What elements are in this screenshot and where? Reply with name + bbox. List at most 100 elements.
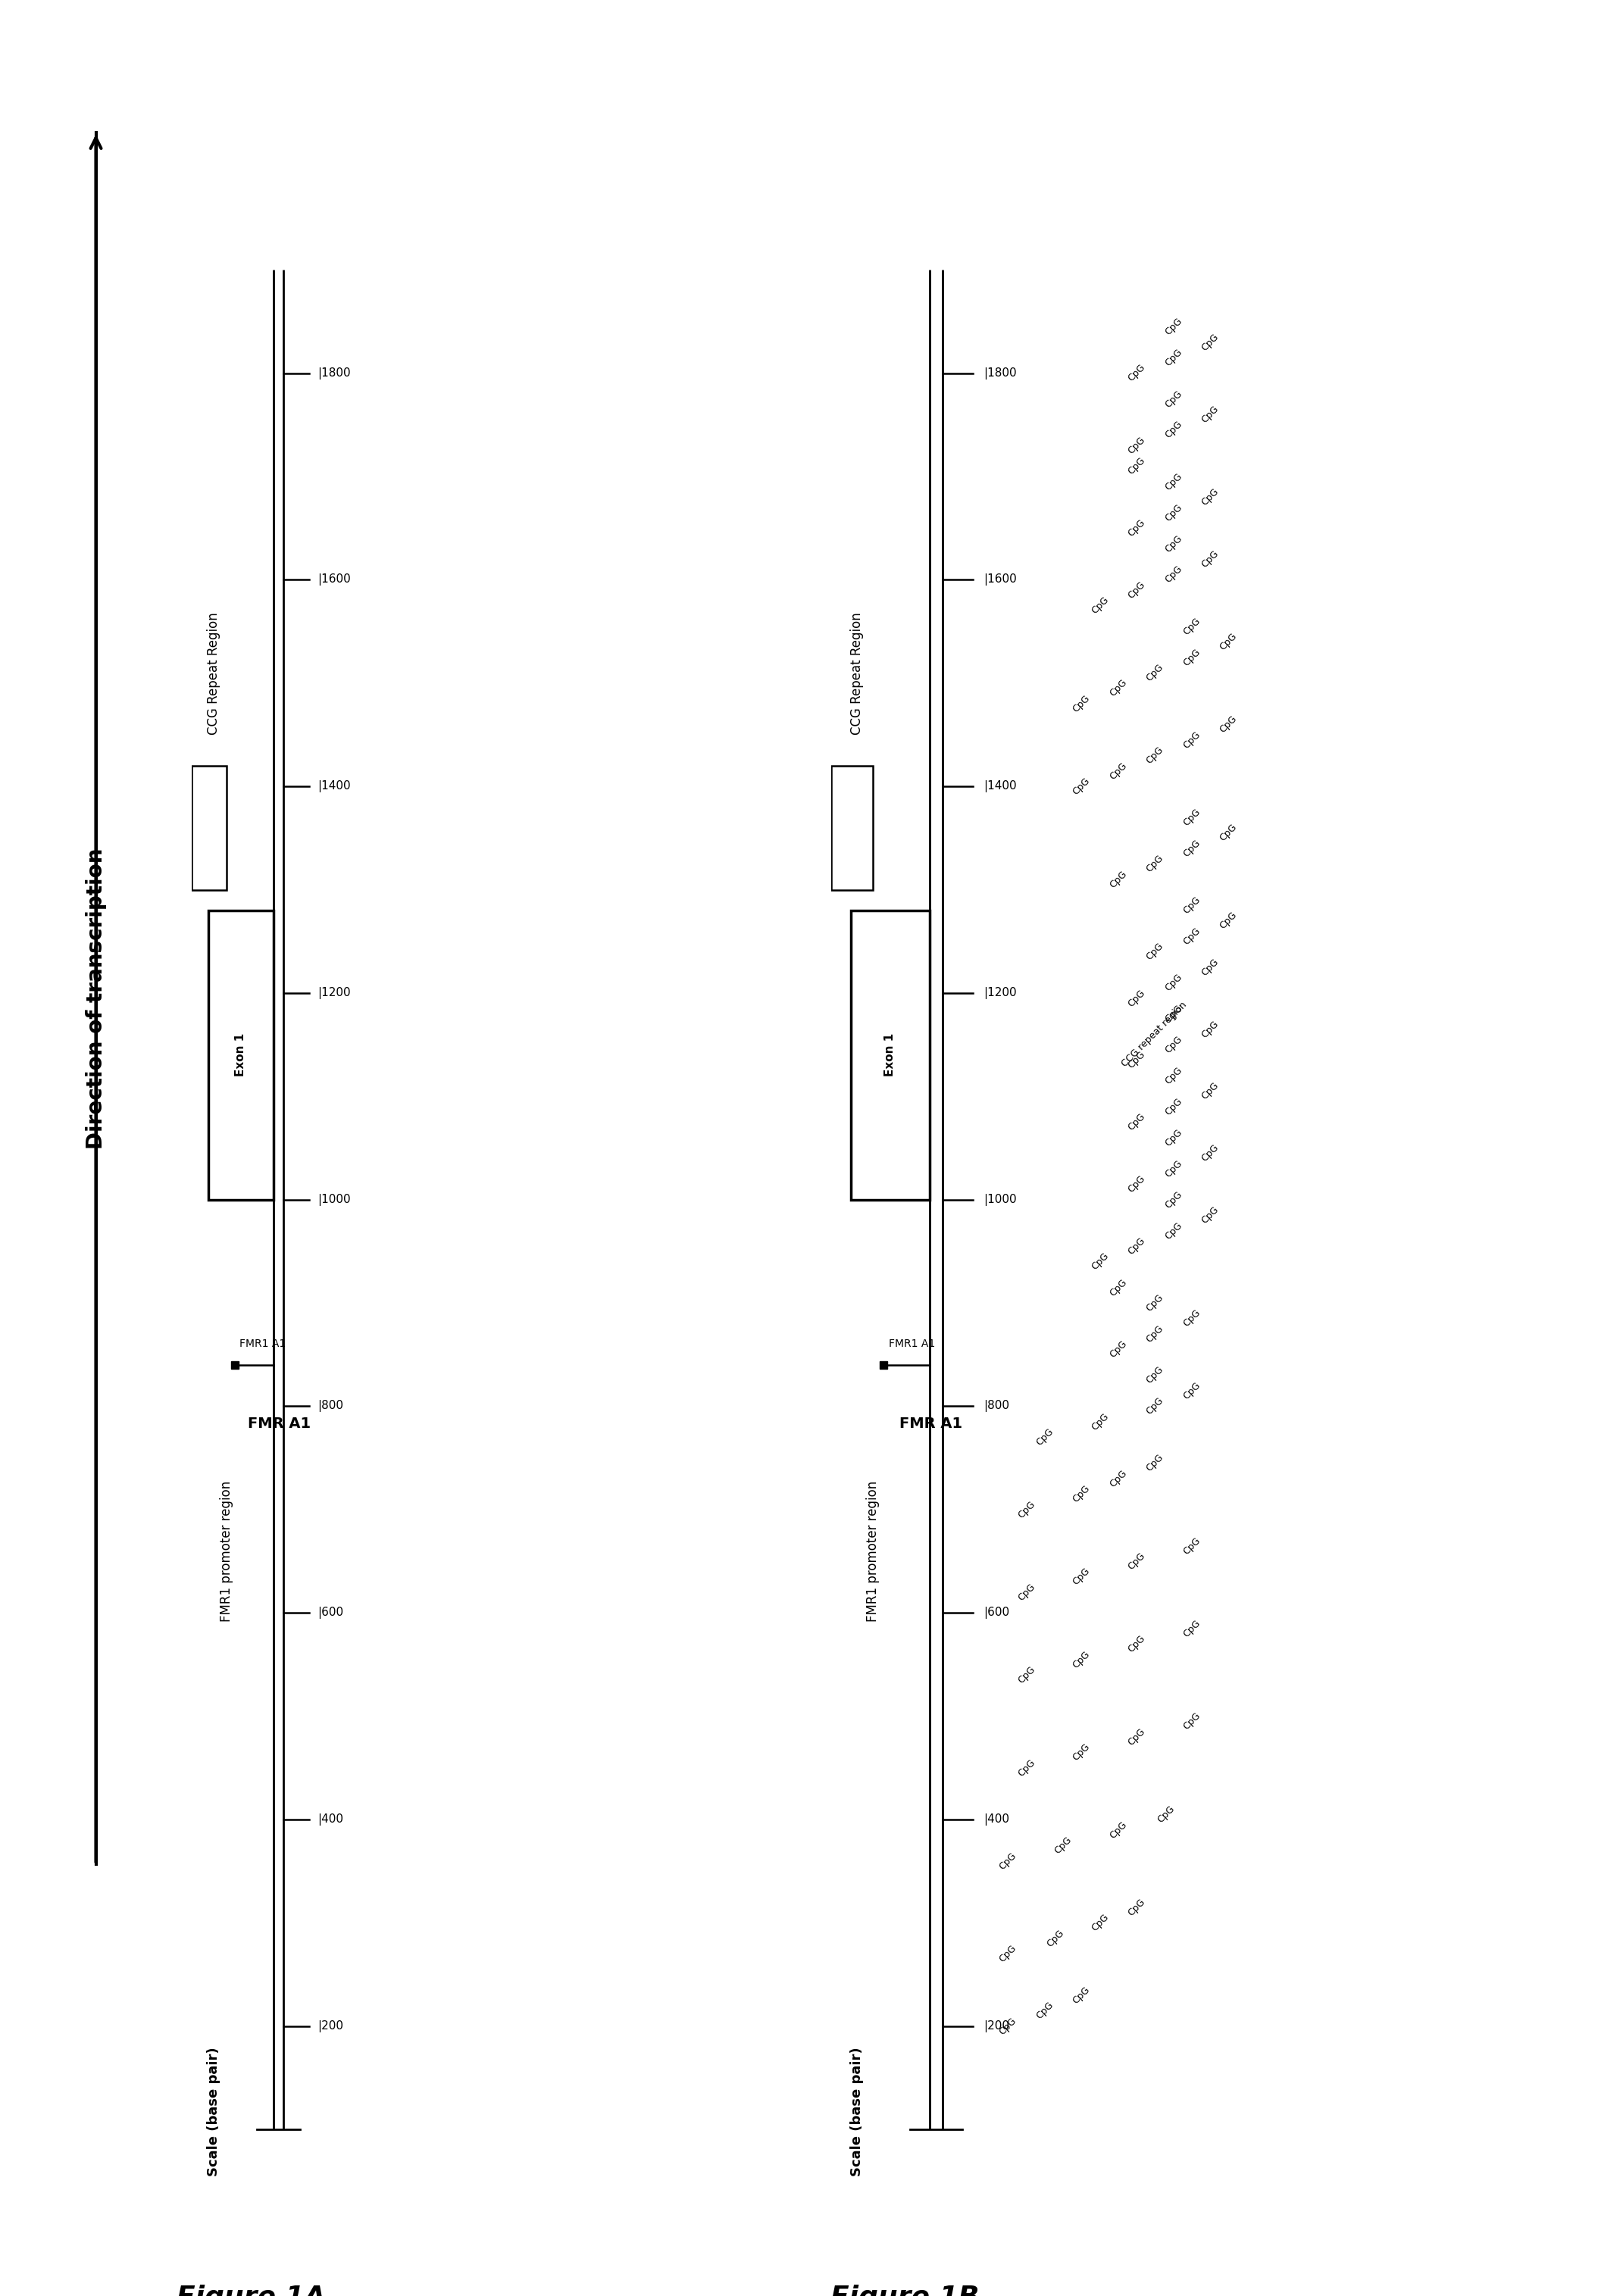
Text: CCG Repeat Region: CCG Repeat Region: [850, 613, 865, 735]
Text: CpG: CpG: [1218, 631, 1238, 652]
Text: CpG: CpG: [1144, 1396, 1165, 1417]
Text: CpG: CpG: [1163, 1219, 1184, 1242]
Text: CpG: CpG: [997, 1942, 1018, 1965]
Text: CpG: CpG: [1127, 363, 1147, 383]
Text: CpG: CpG: [1181, 730, 1202, 751]
Text: CpG: CpG: [1181, 1711, 1202, 1731]
Text: CpG: CpG: [1127, 579, 1147, 602]
Text: FMR A1: FMR A1: [900, 1417, 962, 1430]
Text: CpG: CpG: [1071, 1743, 1091, 1763]
Text: |1000: |1000: [318, 1194, 350, 1205]
Text: |1800: |1800: [983, 367, 1016, 379]
Text: CpG: CpG: [1127, 1896, 1147, 1917]
Text: CpG: CpG: [1163, 565, 1184, 585]
Text: CpG: CpG: [1200, 549, 1221, 569]
Text: Scale (base pair): Scale (base pair): [206, 2048, 221, 2177]
Text: CpG: CpG: [1163, 1065, 1184, 1086]
Text: CpG: CpG: [1107, 1339, 1128, 1359]
Text: |200: |200: [983, 2020, 1008, 2032]
Text: CpG: CpG: [1127, 1173, 1147, 1194]
Text: CpG: CpG: [1181, 615, 1202, 636]
Text: CpG: CpG: [1163, 317, 1184, 338]
Text: Direction of transcription: Direction of transcription: [85, 847, 107, 1148]
Text: FMR1 A1: FMR1 A1: [888, 1339, 935, 1350]
Text: CpG: CpG: [1045, 1929, 1066, 1949]
Text: CpG: CpG: [1163, 471, 1184, 491]
Text: CpG: CpG: [1016, 1756, 1037, 1779]
Text: CpG: CpG: [1127, 1235, 1147, 1256]
Text: |800: |800: [318, 1401, 344, 1412]
Text: CpG: CpG: [1163, 503, 1184, 523]
Text: |400: |400: [983, 1814, 1008, 1825]
Text: |1600: |1600: [318, 574, 350, 585]
Text: CpG: CpG: [1127, 455, 1147, 478]
Text: CpG: CpG: [997, 2016, 1018, 2037]
Text: CpG: CpG: [1127, 1550, 1147, 1573]
Text: CpG: CpG: [1181, 838, 1202, 859]
FancyBboxPatch shape: [831, 767, 873, 891]
Text: CpG: CpG: [1016, 1499, 1037, 1520]
Text: FMR A1: FMR A1: [248, 1417, 312, 1430]
Text: |800: |800: [983, 1401, 1008, 1412]
Text: CpG: CpG: [1107, 868, 1128, 891]
Text: CpG: CpG: [1016, 1582, 1037, 1603]
Text: CpG: CpG: [1071, 693, 1091, 714]
Text: CpG: CpG: [1181, 1619, 1202, 1639]
Text: CpG: CpG: [1144, 854, 1165, 875]
Text: CpG: CpG: [1218, 909, 1238, 932]
Text: CpG: CpG: [1181, 1309, 1202, 1329]
Text: CpG: CpG: [1107, 677, 1128, 698]
Text: |1400: |1400: [318, 781, 350, 792]
Text: CpG: CpG: [1107, 1277, 1128, 1297]
Text: CpG: CpG: [1090, 1412, 1111, 1433]
Text: CpG: CpG: [1144, 1453, 1165, 1474]
Text: CpG: CpG: [1200, 487, 1221, 507]
Text: CpG: CpG: [1200, 957, 1221, 978]
Text: CpG: CpG: [1053, 1835, 1074, 1855]
Text: CpG: CpG: [1163, 971, 1184, 994]
Text: |1200: |1200: [318, 987, 350, 999]
FancyBboxPatch shape: [208, 912, 273, 1199]
Text: CpG: CpG: [1107, 1467, 1128, 1490]
Text: CpG: CpG: [1200, 404, 1221, 425]
Text: CpG: CpG: [1090, 1251, 1111, 1272]
Text: CpG: CpG: [997, 1851, 1018, 1871]
Text: CpG: CpG: [1181, 1380, 1202, 1401]
Text: CpG: CpG: [1200, 331, 1221, 354]
Text: CpG: CpG: [1200, 1205, 1221, 1226]
Text: CpG: CpG: [1034, 1426, 1055, 1449]
Text: |600: |600: [318, 1607, 344, 1619]
Text: CpG: CpG: [1127, 1049, 1147, 1070]
Text: CpG: CpG: [1144, 941, 1165, 962]
Text: CpG: CpG: [1200, 1081, 1221, 1102]
Text: CpG: CpG: [1071, 1649, 1091, 1669]
Text: CpG: CpG: [1016, 1665, 1037, 1685]
Text: CpG: CpG: [1200, 1019, 1221, 1040]
Text: CpG: CpG: [1127, 1111, 1147, 1132]
Text: CpG: CpG: [1163, 1157, 1184, 1180]
Text: CpG: CpG: [1163, 533, 1184, 553]
Text: CpG: CpG: [1127, 1632, 1147, 1655]
Text: |600: |600: [983, 1607, 1008, 1619]
Text: Exon 1: Exon 1: [885, 1033, 896, 1077]
Text: CpG: CpG: [1163, 388, 1184, 409]
Text: CpG: CpG: [1071, 776, 1091, 797]
Text: CpG: CpG: [1163, 1003, 1184, 1024]
Text: CpG: CpG: [1107, 760, 1128, 781]
Text: |1600: |1600: [983, 574, 1016, 585]
Text: CpG: CpG: [1071, 1984, 1091, 2007]
Text: |200: |200: [318, 2020, 344, 2032]
Text: CpG: CpG: [1181, 806, 1202, 829]
Text: CpG: CpG: [1163, 1095, 1184, 1118]
Text: CpG: CpG: [1127, 1727, 1147, 1747]
Text: CpG: CpG: [1181, 647, 1202, 668]
Text: CpG: CpG: [1163, 420, 1184, 441]
Text: FMR1 promoter region: FMR1 promoter region: [219, 1481, 233, 1621]
Text: CpG: CpG: [1218, 714, 1238, 735]
Text: CCG Repeat Region: CCG Repeat Region: [206, 613, 221, 735]
Text: CpG: CpG: [1181, 1536, 1202, 1557]
Text: Exon 1: Exon 1: [235, 1033, 246, 1077]
Text: |1200: |1200: [983, 987, 1016, 999]
Text: CpG: CpG: [1163, 1033, 1184, 1056]
Text: CpG: CpG: [1181, 895, 1202, 916]
